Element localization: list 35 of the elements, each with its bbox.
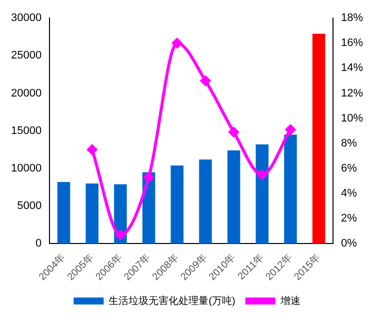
y-tick-label: 10000 xyxy=(10,162,42,175)
legend-label: 生活垃圾无害化处理量(万吨) xyxy=(108,294,236,307)
point xyxy=(87,144,98,155)
bar xyxy=(86,184,98,244)
y2-tick-label: 6% xyxy=(340,162,358,175)
y2-tick-label: 14% xyxy=(340,62,364,74)
point xyxy=(172,38,182,48)
point xyxy=(115,230,126,240)
y-tick-label: 20000 xyxy=(10,87,42,100)
y2-tick-label: 2% xyxy=(340,212,358,225)
y2-tick-label: 18% xyxy=(340,12,364,24)
y-tick-label: 5000 xyxy=(17,200,42,212)
y2-tick-label: 4% xyxy=(340,188,358,200)
bar xyxy=(256,144,269,244)
bar xyxy=(57,182,70,244)
bar xyxy=(199,159,212,244)
point xyxy=(257,170,268,180)
bar xyxy=(170,165,184,244)
y-tick-label: 30000 xyxy=(10,12,42,24)
legend-label: 增速 xyxy=(279,294,300,307)
y2-tick-label: 0% xyxy=(340,238,358,250)
y2-tick-label: 8% xyxy=(340,137,358,150)
y-tick-label: 15000 xyxy=(10,124,42,137)
bar xyxy=(312,34,326,244)
y2-tick-label: 10% xyxy=(340,112,364,124)
point xyxy=(144,172,154,182)
y2-tick-label: 16% xyxy=(340,37,364,50)
y-tick-label: 25000 xyxy=(10,50,42,62)
y-tick-label: 0 xyxy=(35,238,42,250)
point xyxy=(200,76,210,86)
point xyxy=(228,127,239,138)
y2-tick-label: 12% xyxy=(340,87,364,100)
point xyxy=(285,124,296,135)
bar xyxy=(284,134,297,244)
bar xyxy=(227,150,240,244)
